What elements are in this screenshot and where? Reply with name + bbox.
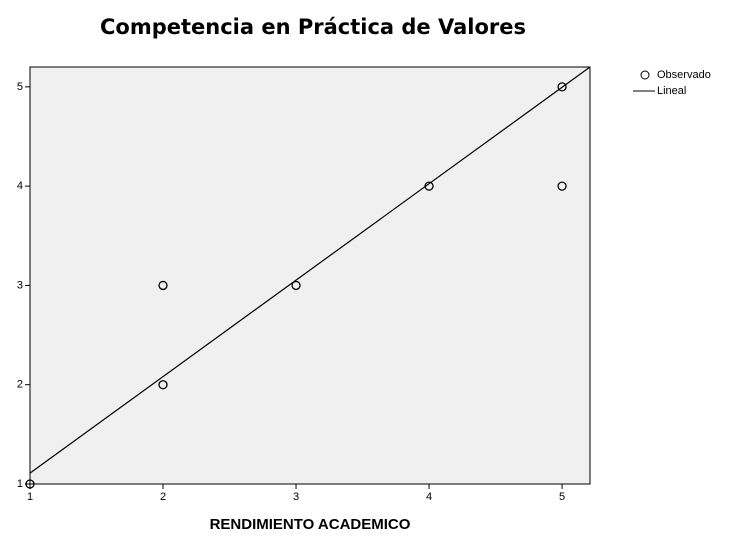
legend-label: Lineal [657,85,686,97]
chart-title: Competencia en Práctica de Valores [100,15,526,39]
fit-line [29,66,591,474]
y-tick-label: 3 [17,279,23,291]
point [557,181,567,191]
x-tick-label: 5 [559,491,565,503]
y-tick-label: 2 [17,379,23,391]
y-tick-label: 5 [17,81,23,93]
point [25,479,35,489]
legend-label: Observado [657,69,711,81]
x-tick-label: 3 [293,491,299,503]
y-tick-label: 4 [17,180,23,192]
legend-marker [640,70,650,80]
point [557,82,567,92]
y-tick-label: 1 [17,478,23,490]
x-tick-label: 1 [27,491,33,503]
x-tick-label: 2 [160,491,166,503]
point [158,380,168,390]
point [291,280,301,291]
x-tick-label: 4 [426,491,432,503]
plot-area [29,66,591,485]
point [158,280,168,291]
x-axis-label: RENDIMIENTO ACADEMICO [210,516,411,533]
